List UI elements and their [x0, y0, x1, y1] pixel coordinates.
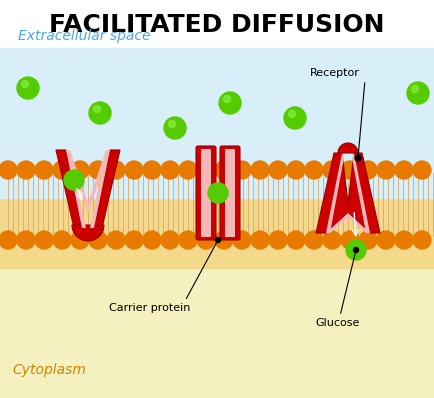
Circle shape	[305, 231, 323, 249]
Circle shape	[22, 80, 29, 88]
Circle shape	[323, 231, 341, 249]
Circle shape	[233, 231, 251, 249]
Circle shape	[197, 231, 215, 249]
Circle shape	[208, 183, 228, 203]
Circle shape	[287, 231, 305, 249]
Circle shape	[413, 161, 431, 179]
Circle shape	[143, 161, 161, 179]
Circle shape	[35, 231, 53, 249]
Circle shape	[89, 231, 107, 249]
Circle shape	[64, 170, 84, 190]
Circle shape	[107, 231, 125, 249]
Circle shape	[219, 92, 241, 114]
Polygon shape	[352, 153, 370, 233]
Circle shape	[168, 121, 175, 127]
Circle shape	[377, 161, 395, 179]
Circle shape	[53, 161, 71, 179]
Circle shape	[359, 231, 377, 249]
Circle shape	[93, 105, 101, 113]
Text: Carrier protein: Carrier protein	[109, 303, 191, 313]
Circle shape	[164, 117, 186, 139]
Circle shape	[341, 161, 359, 179]
Wedge shape	[338, 143, 358, 153]
Polygon shape	[94, 150, 120, 228]
Bar	[0, 48, 434, 198]
Circle shape	[251, 231, 269, 249]
Bar	[0, 173, 434, 268]
Circle shape	[289, 111, 296, 117]
Text: FACILITATED DIFFUSION: FACILITATED DIFFUSION	[49, 13, 385, 37]
Circle shape	[89, 102, 111, 124]
Circle shape	[125, 231, 143, 249]
Circle shape	[355, 155, 361, 161]
Text: Cytoplasm: Cytoplasm	[12, 363, 86, 377]
Polygon shape	[326, 213, 370, 233]
Circle shape	[161, 231, 179, 249]
Circle shape	[161, 161, 179, 179]
Circle shape	[269, 161, 287, 179]
Circle shape	[17, 77, 39, 99]
Bar	[0, 243, 434, 398]
Circle shape	[53, 231, 71, 249]
FancyBboxPatch shape	[225, 149, 235, 237]
Circle shape	[197, 161, 215, 179]
Circle shape	[71, 161, 89, 179]
FancyBboxPatch shape	[220, 146, 240, 240]
Circle shape	[341, 231, 359, 249]
Circle shape	[359, 161, 377, 179]
Text: Extracellular space: Extracellular space	[18, 29, 151, 43]
Circle shape	[305, 161, 323, 179]
Circle shape	[287, 161, 305, 179]
FancyBboxPatch shape	[201, 149, 211, 237]
Circle shape	[0, 231, 17, 249]
Circle shape	[354, 248, 358, 252]
Polygon shape	[56, 150, 82, 228]
Circle shape	[377, 231, 395, 249]
Circle shape	[269, 231, 287, 249]
Circle shape	[395, 231, 413, 249]
Circle shape	[233, 161, 251, 179]
Circle shape	[0, 161, 17, 179]
Circle shape	[215, 161, 233, 179]
Circle shape	[216, 238, 220, 242]
Circle shape	[17, 231, 35, 249]
Text: Glucose: Glucose	[315, 318, 359, 328]
Circle shape	[284, 107, 306, 129]
Circle shape	[89, 161, 107, 179]
Circle shape	[395, 161, 413, 179]
Polygon shape	[326, 153, 344, 233]
Circle shape	[179, 231, 197, 249]
Circle shape	[143, 231, 161, 249]
Circle shape	[125, 161, 143, 179]
Polygon shape	[66, 150, 110, 213]
Circle shape	[407, 82, 429, 104]
Circle shape	[411, 86, 418, 92]
Text: Receptor: Receptor	[310, 68, 360, 78]
Polygon shape	[316, 153, 380, 233]
Circle shape	[323, 161, 341, 179]
Circle shape	[413, 231, 431, 249]
Circle shape	[215, 231, 233, 249]
Circle shape	[179, 161, 197, 179]
Circle shape	[224, 96, 230, 103]
Circle shape	[71, 231, 89, 249]
Circle shape	[346, 240, 366, 260]
Circle shape	[251, 161, 269, 179]
Polygon shape	[90, 150, 110, 228]
FancyBboxPatch shape	[196, 146, 216, 240]
Circle shape	[17, 161, 35, 179]
Wedge shape	[72, 225, 104, 241]
Circle shape	[35, 161, 53, 179]
Circle shape	[107, 161, 125, 179]
Polygon shape	[66, 150, 86, 228]
